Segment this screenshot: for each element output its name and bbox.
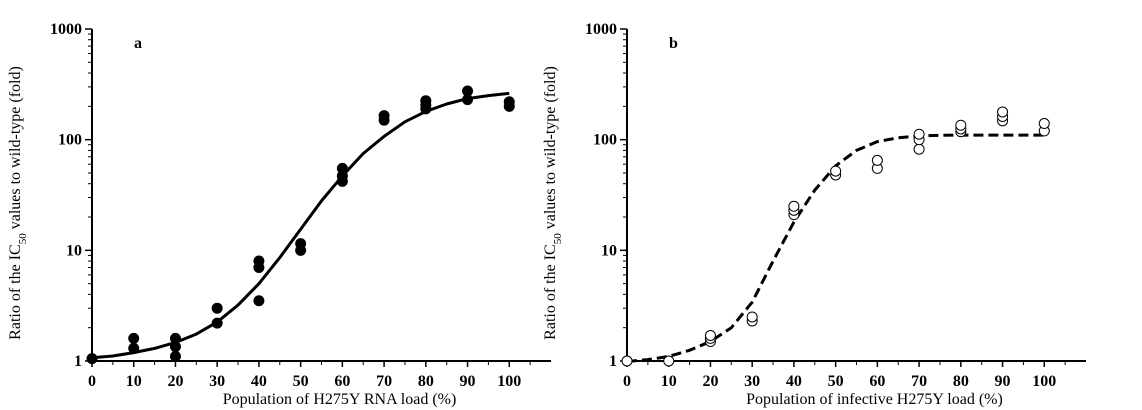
y-axis-label-prefix: Ratio of the IC xyxy=(542,244,559,340)
x-tick-label: 0 xyxy=(623,373,631,390)
x-tick-label: 60 xyxy=(869,373,885,390)
x-tick-label: 10 xyxy=(661,373,677,390)
x-tick-label: 80 xyxy=(953,373,969,390)
y-axis-label-subscript: 50 xyxy=(552,233,564,245)
data-point xyxy=(955,119,967,131)
data-point xyxy=(871,154,883,166)
data-point xyxy=(913,143,925,155)
x-tick-label: 20 xyxy=(702,373,718,390)
y-tick-label: 10 xyxy=(601,242,617,259)
x-tick-label: 20 xyxy=(167,373,183,390)
x-tick-label: 50 xyxy=(828,373,844,390)
chart-panel-b: 0 10 20 30 40 50 60 70 80 90 1001101001000bPopulat… xyxy=(542,21,1086,408)
y-axis-label-prefix: Ratio of the IC xyxy=(7,244,24,340)
data-point xyxy=(295,238,307,250)
data-point xyxy=(86,353,98,365)
y-tick-label: 10 xyxy=(66,242,82,259)
data-point xyxy=(788,200,800,212)
y-axis-label-subscript: 50 xyxy=(17,233,29,245)
data-point xyxy=(378,110,390,122)
y-tick-label: 1 xyxy=(74,353,82,370)
y-axis-label: Ratio of the IC50 values to wild-type (f… xyxy=(7,66,29,340)
x-tick-label: 40 xyxy=(786,373,802,390)
y-tick-label: 1 xyxy=(609,353,617,370)
y-tick-label: 1000 xyxy=(50,21,82,38)
data-point xyxy=(997,106,1009,118)
panel-label: a xyxy=(134,35,142,52)
x-axis-label: Population of H275Y RNA load (%) xyxy=(223,391,457,408)
data-point xyxy=(462,85,474,97)
x-tick-label: 10 xyxy=(126,373,142,390)
x-tick-label: 90 xyxy=(995,373,1011,390)
data-point xyxy=(211,302,223,314)
data-point xyxy=(913,128,925,140)
x-tick-label: 70 xyxy=(911,373,927,390)
x-tick-label: 30 xyxy=(744,373,760,390)
y-tick-label: 100 xyxy=(593,132,617,149)
x-tick-label: 100 xyxy=(497,373,521,390)
x-tick-label: 90 xyxy=(460,373,476,390)
x-tick-label: 80 xyxy=(418,373,434,390)
data-point xyxy=(211,317,223,329)
y-tick-label: 1000 xyxy=(585,21,617,38)
data-point xyxy=(253,255,265,267)
data-point xyxy=(830,165,842,177)
x-tick-label: 70 xyxy=(376,373,392,390)
data-point xyxy=(420,95,432,107)
data-point xyxy=(169,332,181,344)
y-axis-label-suffix: values to wild-type (fold) xyxy=(542,66,559,233)
x-tick-label: 50 xyxy=(293,373,309,390)
y-tick-label: 100 xyxy=(58,132,82,149)
x-tick-label: 60 xyxy=(334,373,350,390)
data-point xyxy=(253,295,265,307)
fit-curve xyxy=(91,91,510,360)
data-point xyxy=(621,355,633,367)
y-axis-label: Ratio of the IC50 values to wild-type (f… xyxy=(542,66,564,340)
data-point xyxy=(1038,118,1050,129)
data-point xyxy=(746,311,758,323)
x-tick-label: 30 xyxy=(209,373,225,390)
data-point xyxy=(663,355,675,367)
x-axis-label: Population of infective H275Y load (%) xyxy=(746,391,1003,408)
data-point xyxy=(336,162,348,174)
data-point xyxy=(704,330,716,341)
chart-panel-a: 0 10 20 30 40 50 60 70 80 90 1001101001000aPopulat… xyxy=(7,21,551,408)
x-tick-label: 0 xyxy=(88,373,96,390)
data-point xyxy=(503,96,515,108)
data-point xyxy=(169,350,181,362)
data-point xyxy=(128,332,140,344)
y-axis-label-suffix: values to wild-type (fold) xyxy=(7,66,24,233)
x-tick-label: 40 xyxy=(251,373,267,390)
data-point xyxy=(128,342,140,354)
panel-label: b xyxy=(669,35,678,52)
x-tick-label: 100 xyxy=(1032,373,1056,390)
